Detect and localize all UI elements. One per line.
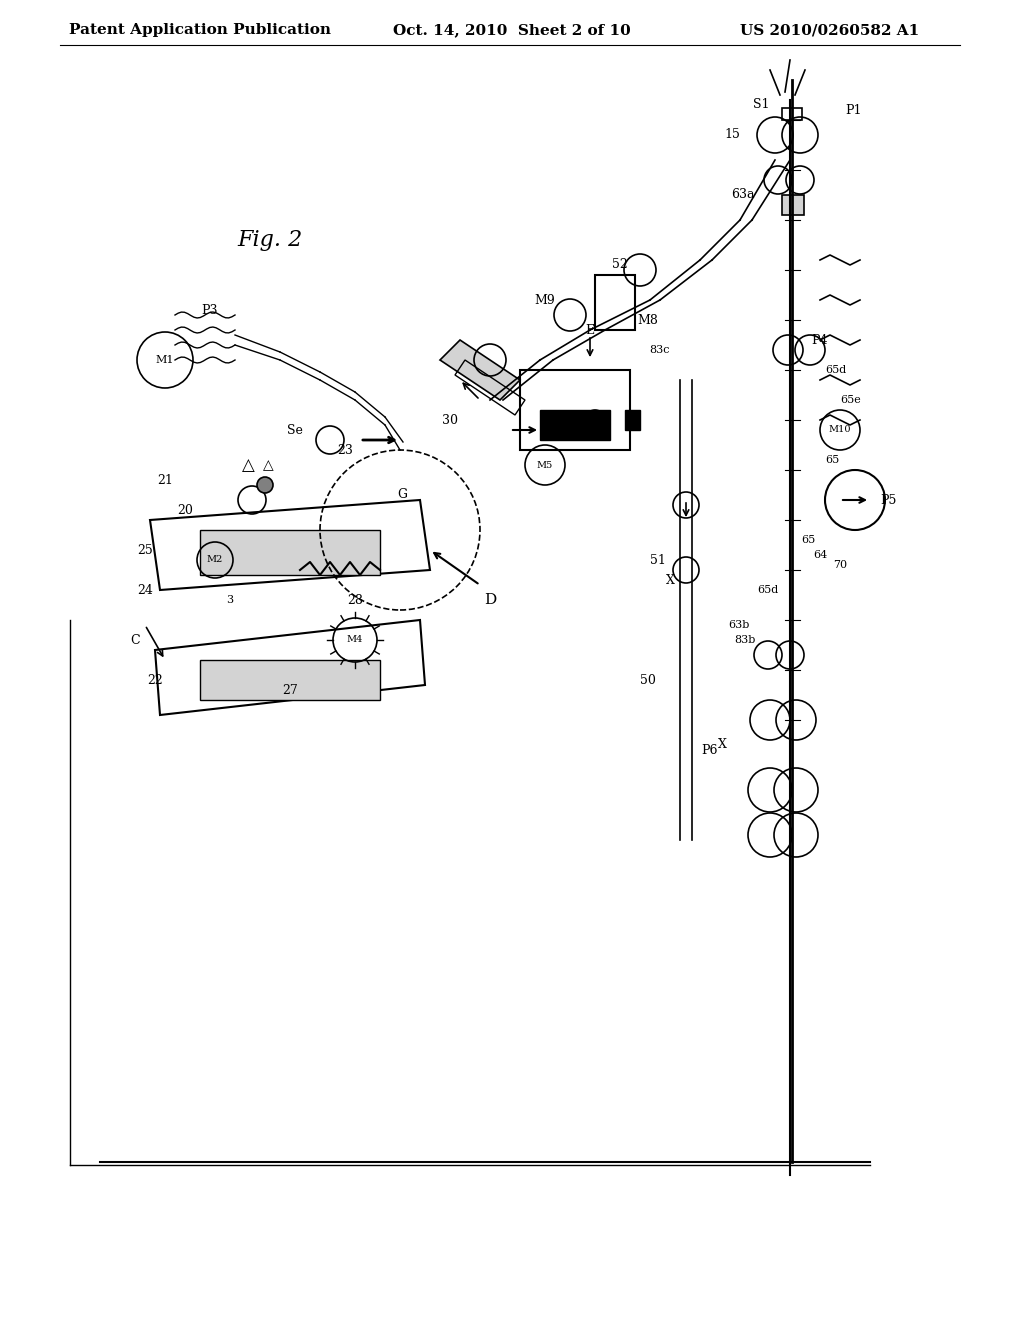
Text: G: G [397, 488, 407, 502]
Bar [540, 411, 610, 440]
Text: Patent Application Publication: Patent Application Publication [69, 22, 331, 37]
Text: M2: M2 [207, 556, 223, 565]
Text: △: △ [242, 457, 254, 474]
Text: 27: 27 [283, 684, 298, 697]
Text: P4: P4 [812, 334, 828, 346]
Text: 63a: 63a [731, 189, 755, 202]
Text: △: △ [263, 458, 273, 473]
Text: M8: M8 [638, 314, 658, 326]
Text: 28: 28 [347, 594, 362, 606]
Text: M5: M5 [537, 461, 553, 470]
Text: M1: M1 [156, 355, 174, 366]
Text: M4: M4 [347, 635, 364, 644]
Text: 30: 30 [442, 413, 458, 426]
Polygon shape [150, 500, 430, 590]
Text: Fig. 2: Fig. 2 [238, 228, 303, 251]
Text: 3: 3 [226, 595, 233, 605]
Bar [782, 108, 802, 120]
Text: M10: M10 [828, 425, 851, 434]
Text: Oct. 14, 2010  Sheet 2 of 10: Oct. 14, 2010 Sheet 2 of 10 [393, 22, 631, 37]
Text: 65: 65 [825, 455, 840, 465]
Bar [520, 370, 630, 450]
Text: M9: M9 [535, 293, 555, 306]
Text: C: C [130, 634, 140, 647]
Text: 70: 70 [833, 560, 847, 570]
Text: 25: 25 [137, 544, 153, 557]
Text: 24: 24 [137, 583, 153, 597]
Bar [595, 275, 635, 330]
Bar [200, 531, 380, 576]
Circle shape [257, 477, 273, 492]
Text: 65e: 65e [840, 395, 861, 405]
Polygon shape [155, 620, 425, 715]
Text: P5: P5 [880, 494, 896, 507]
Text: US 2010/0260582 A1: US 2010/0260582 A1 [740, 22, 920, 37]
Text: X: X [718, 738, 727, 751]
Text: 63b: 63b [729, 620, 750, 630]
Bar [625, 411, 640, 430]
Text: 65d: 65d [757, 585, 778, 595]
Text: P1: P1 [845, 103, 861, 116]
Text: 15: 15 [724, 128, 740, 141]
Text: Se: Se [287, 424, 303, 437]
Polygon shape [440, 341, 520, 400]
Text: 22: 22 [147, 673, 163, 686]
Text: P3: P3 [202, 304, 218, 317]
Text: D: D [484, 593, 496, 607]
Text: 83c: 83c [650, 345, 671, 355]
Text: S1: S1 [754, 99, 770, 111]
Text: 83b: 83b [734, 635, 756, 645]
Text: 23: 23 [337, 444, 353, 457]
Text: 65d: 65d [825, 366, 846, 375]
Text: 65: 65 [801, 535, 815, 545]
Text: P6: P6 [701, 743, 718, 756]
Text: X: X [666, 573, 675, 586]
Text: 52: 52 [612, 259, 628, 272]
Text: 50: 50 [640, 673, 656, 686]
Text: E: E [586, 323, 595, 337]
Bar [200, 660, 380, 700]
Text: 51: 51 [650, 553, 666, 566]
Text: 21: 21 [157, 474, 173, 487]
Bar [782, 195, 804, 215]
Text: 64: 64 [813, 550, 827, 560]
Text: 20: 20 [177, 503, 193, 516]
